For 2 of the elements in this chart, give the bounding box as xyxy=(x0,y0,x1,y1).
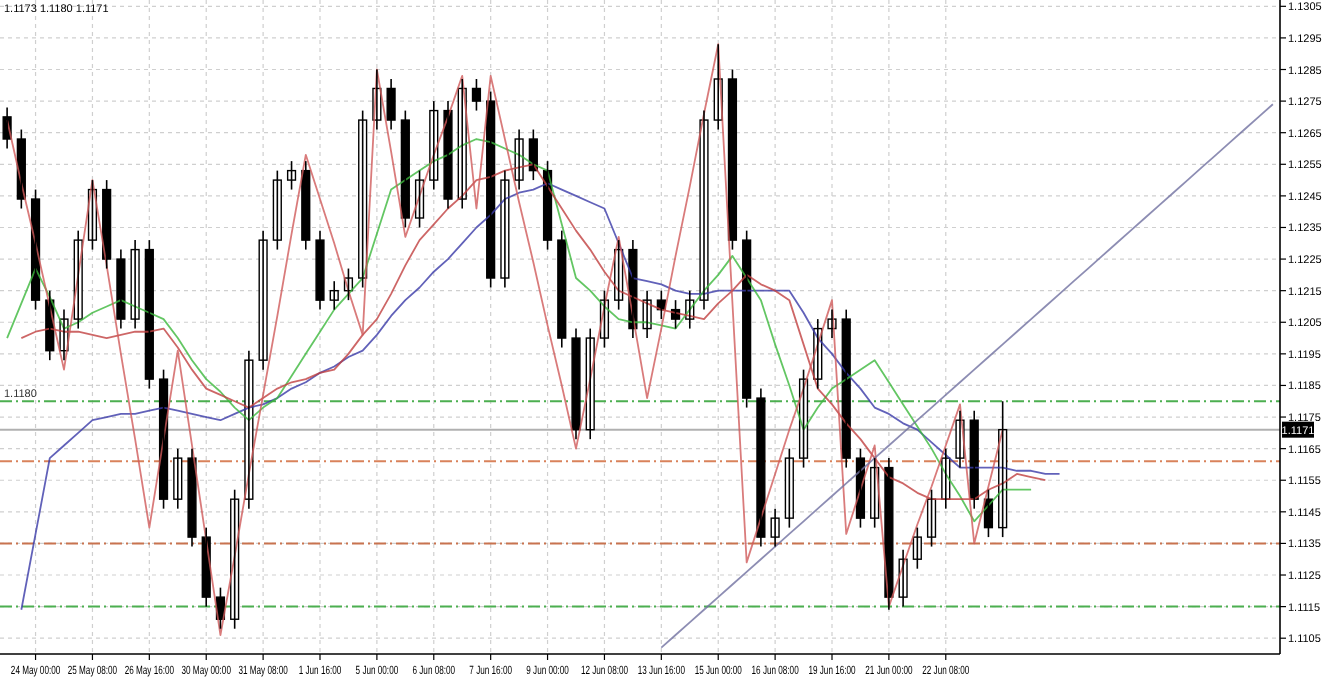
line-series xyxy=(660,103,1274,649)
candlestick xyxy=(286,160,297,191)
